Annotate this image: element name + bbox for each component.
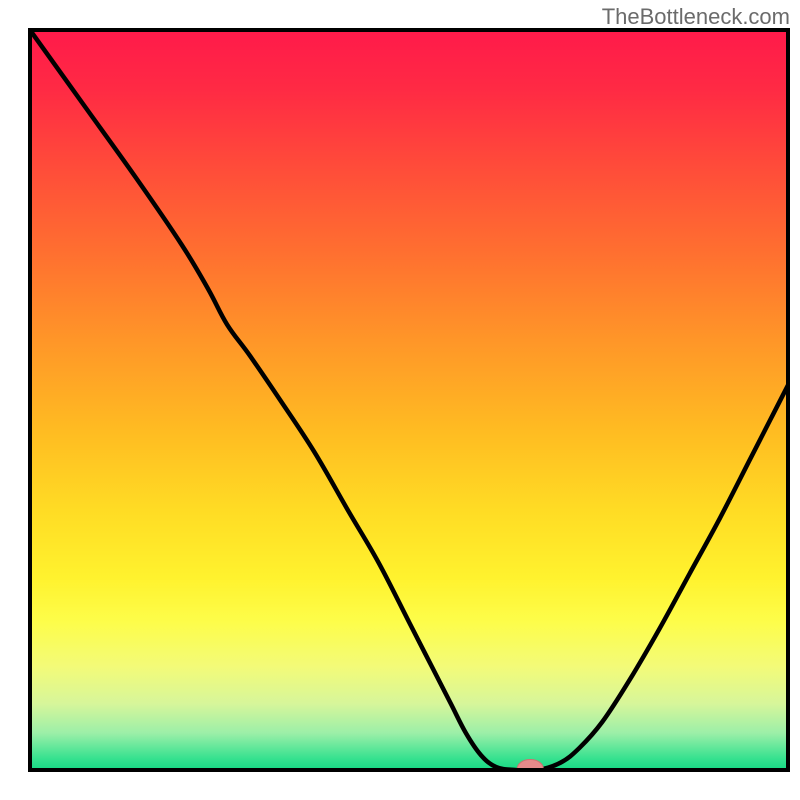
gradient-background <box>30 30 788 770</box>
bottleneck-chart <box>0 0 800 800</box>
chart-container: TheBottleneck.com <box>0 0 800 800</box>
watermark-text: TheBottleneck.com <box>602 4 790 30</box>
